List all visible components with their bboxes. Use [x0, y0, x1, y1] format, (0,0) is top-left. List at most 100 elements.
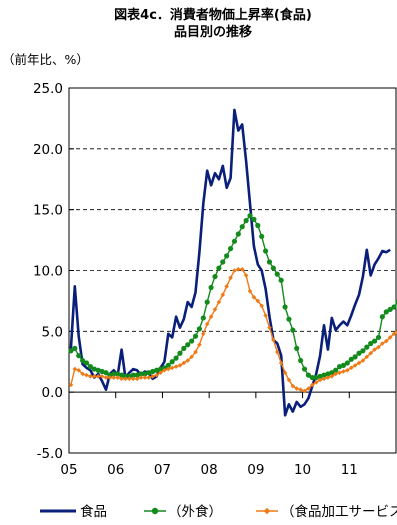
data-point [216, 299, 222, 305]
data-point [185, 358, 191, 363]
data-point [177, 363, 183, 368]
legend-item-3: （食品加工サービス） [256, 503, 397, 520]
data-point [266, 259, 273, 265]
data-point [204, 321, 210, 327]
data-point [208, 284, 214, 291]
data-point [310, 382, 315, 388]
axes: 25.0 20.0 15.0 10.0 5.0 0.0 -5.005 06 07 08 09 10 11 [33, 81, 358, 478]
data-point [383, 338, 389, 344]
data-point [232, 268, 237, 273]
data-point [290, 327, 296, 333]
x-tick-label: 07 [154, 462, 171, 478]
data-point [122, 373, 129, 379]
legend-item-1: 食品 [40, 503, 107, 520]
data-point [368, 350, 373, 356]
data-point [111, 371, 117, 377]
data-point [173, 364, 179, 369]
data-point [224, 253, 230, 259]
series-line [69, 108, 391, 417]
data-point [88, 374, 93, 379]
data-point [231, 238, 238, 244]
series-3 [68, 266, 397, 394]
y-tick-label: 15.0 [33, 203, 63, 219]
data-point [274, 271, 280, 277]
data-point [142, 375, 148, 380]
data-point [177, 350, 183, 356]
data-point [130, 372, 136, 378]
data-point [391, 331, 397, 337]
data-point [68, 348, 74, 354]
data-point [251, 216, 257, 222]
data-point [348, 365, 354, 371]
legend-label: （外食） [168, 503, 222, 520]
data-point [107, 375, 113, 380]
x-tick-label: 05 [60, 462, 77, 478]
data-point [271, 337, 276, 343]
data-point [239, 224, 245, 230]
data-point [111, 375, 117, 380]
data-point [344, 360, 350, 366]
data-point [371, 338, 378, 344]
data-point [181, 345, 187, 351]
data-point [68, 382, 74, 388]
x-tick-label: 11 [341, 462, 358, 478]
data-point [72, 366, 78, 372]
data-point [301, 366, 308, 372]
data-point [325, 375, 331, 380]
data-point [337, 370, 342, 375]
data-point [364, 344, 370, 350]
data-point [278, 277, 284, 283]
data-point [80, 371, 85, 377]
data-point [356, 360, 362, 366]
data-point [352, 354, 358, 360]
data-point [84, 372, 89, 378]
y-tick-label: -5.0 [37, 446, 63, 462]
chart-subtitle: 品目別の推移 [174, 24, 252, 40]
series-2 [68, 213, 397, 381]
data-point [197, 342, 202, 348]
data-point [235, 231, 241, 237]
data-point [286, 316, 292, 322]
data-point [181, 360, 187, 366]
data-point [228, 275, 233, 281]
data-point [134, 376, 140, 382]
data-point [196, 326, 203, 332]
data-point [341, 369, 346, 374]
data-point [278, 360, 284, 366]
y-tick-label: 25.0 [33, 81, 63, 97]
series-1 [69, 108, 391, 417]
data-point [255, 222, 261, 229]
data-point [317, 377, 323, 383]
data-point [165, 362, 171, 368]
data-point [309, 374, 315, 381]
data-point [298, 357, 304, 364]
data-point [76, 367, 82, 373]
x-tick-label: 06 [107, 462, 124, 478]
data-point [372, 347, 377, 352]
data-point [333, 371, 338, 377]
legend-label: （食品加工サービス） [281, 503, 397, 520]
data-point [99, 374, 105, 379]
data-point [290, 383, 296, 389]
data-point [247, 288, 253, 294]
data-point [119, 376, 124, 382]
data-point [247, 213, 253, 219]
data-point [302, 388, 307, 394]
x-tick-label: 10 [294, 462, 311, 478]
data-point [138, 375, 144, 380]
data-point [216, 265, 222, 271]
data-point [294, 386, 300, 391]
data-point [251, 294, 257, 300]
data-point [220, 292, 226, 298]
data-point [259, 303, 264, 309]
data-point [80, 357, 86, 364]
data-point [115, 375, 120, 380]
data-point [352, 363, 358, 368]
data-point [127, 376, 132, 382]
data-point [92, 374, 97, 379]
data-point [321, 376, 327, 382]
data-point [201, 331, 206, 337]
data-point [263, 313, 268, 318]
data-point [375, 334, 382, 341]
